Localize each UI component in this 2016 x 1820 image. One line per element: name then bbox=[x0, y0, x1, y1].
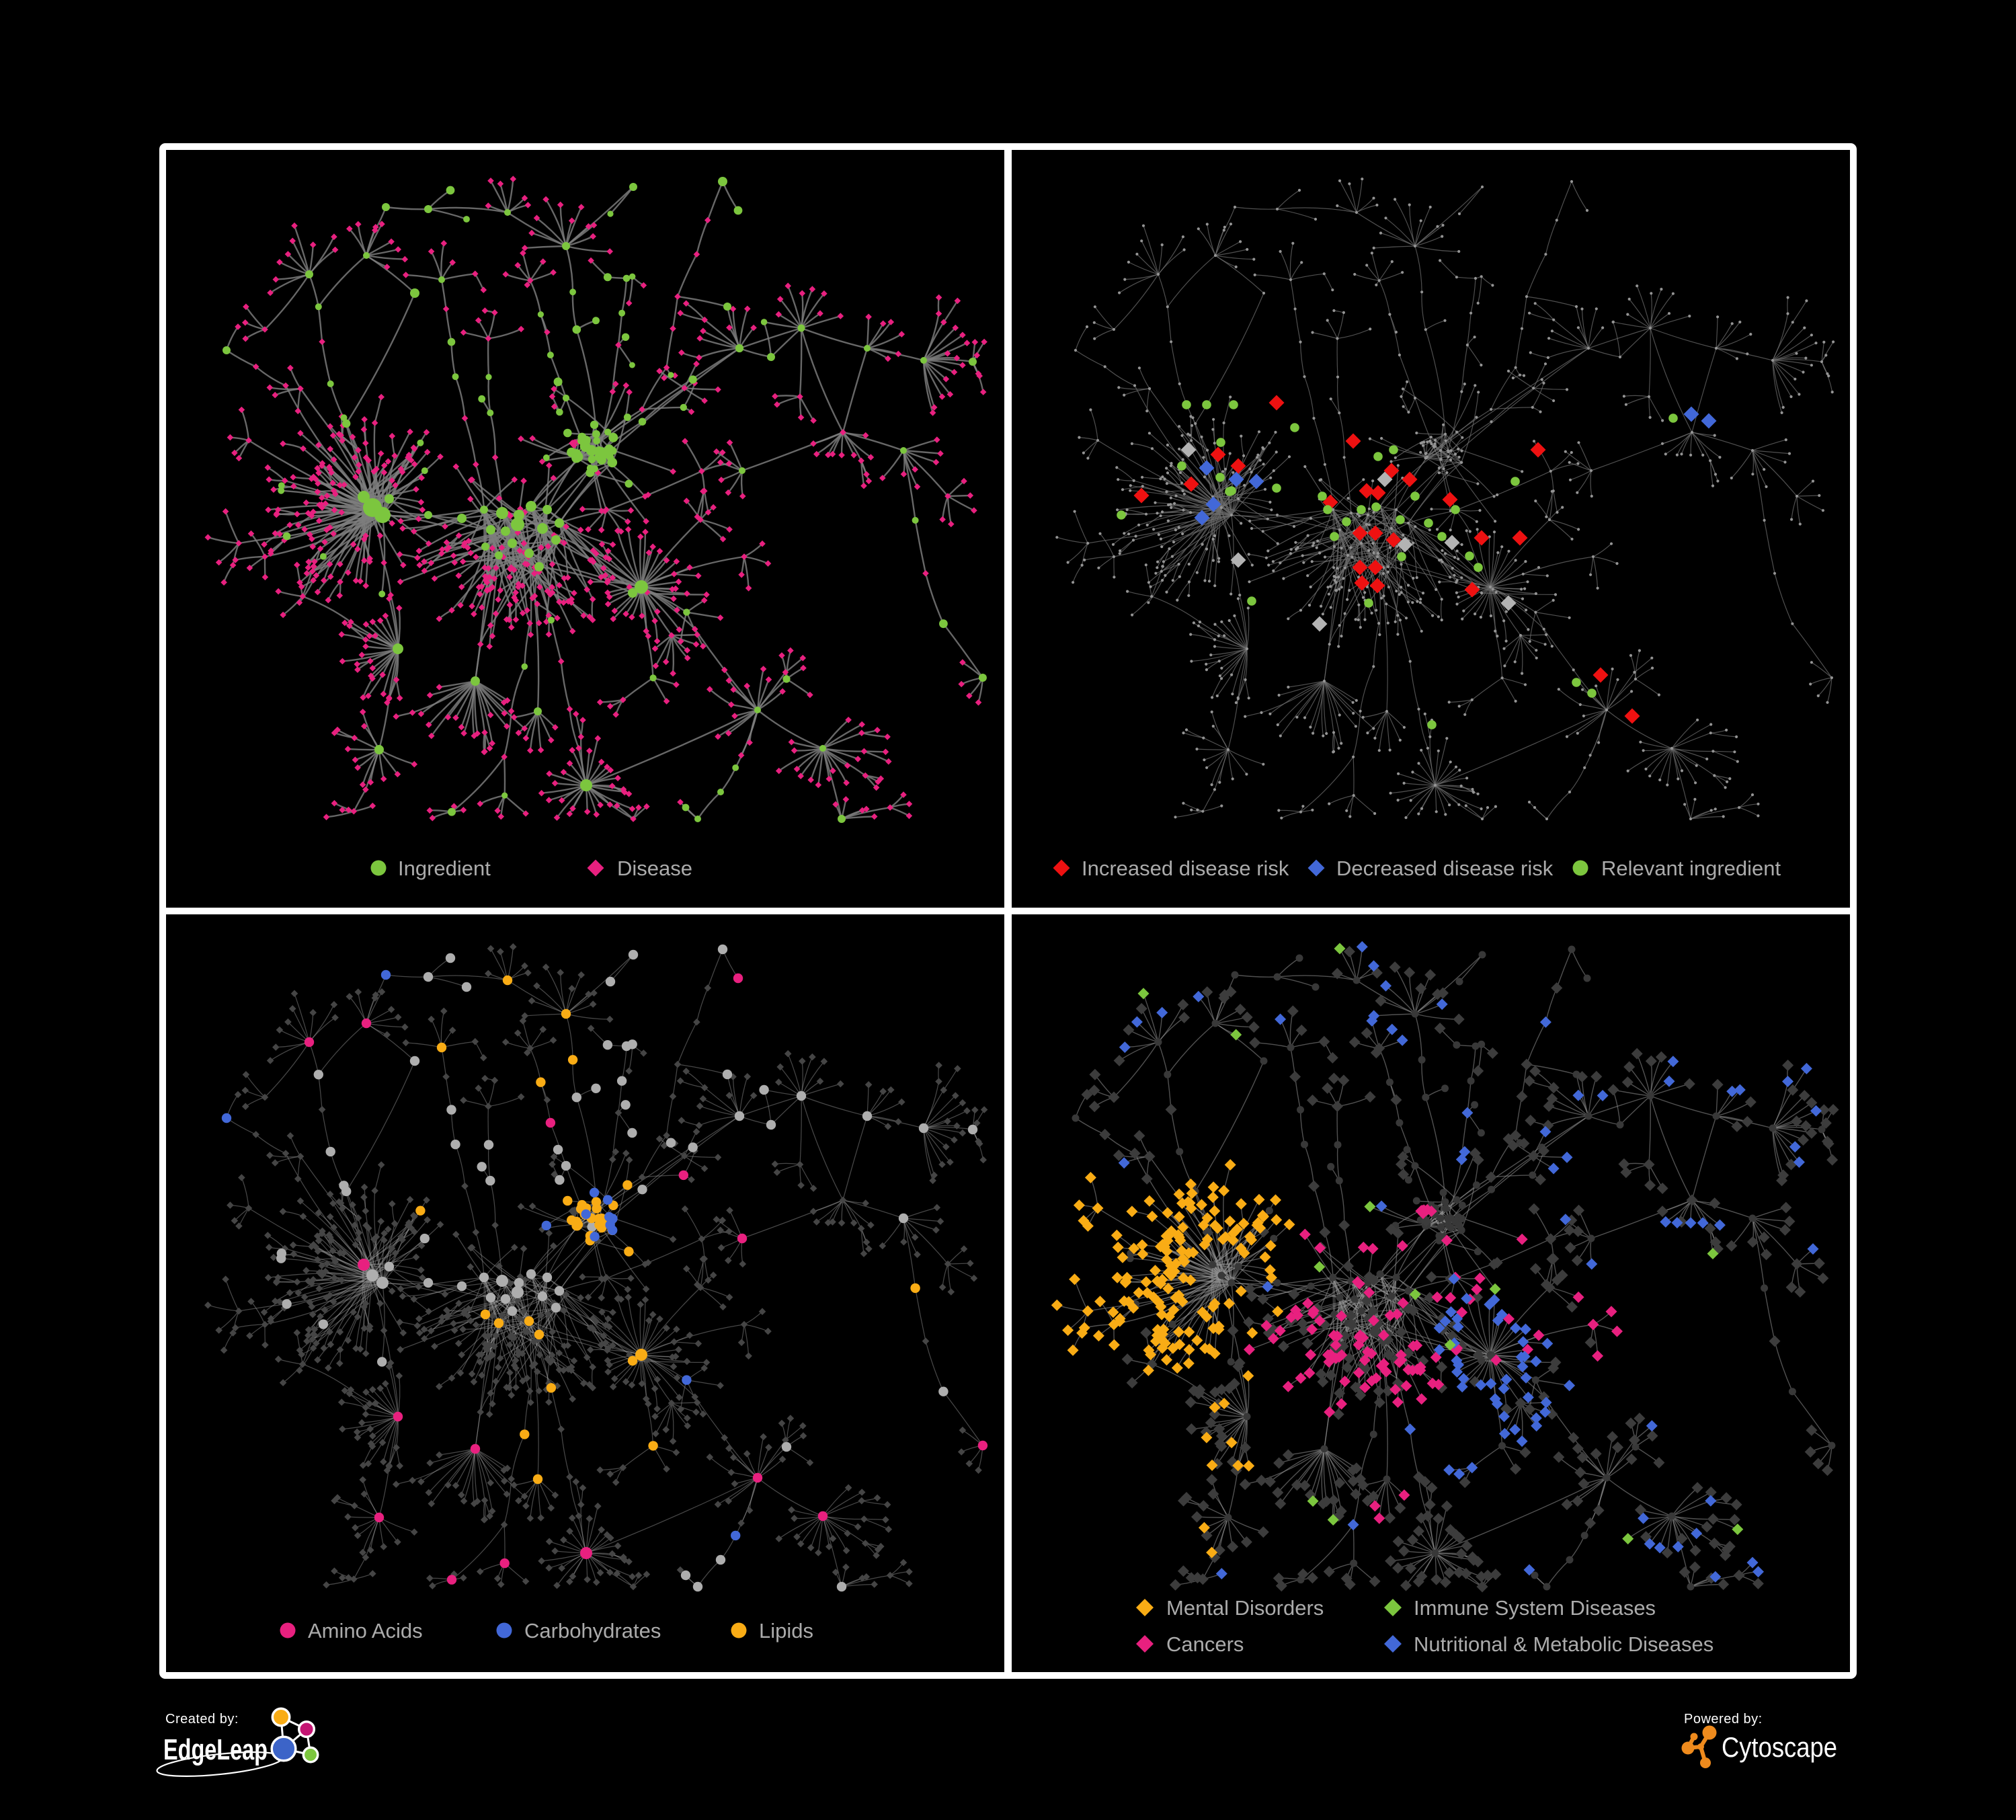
svg-text:Mental Disorders: Mental Disorders bbox=[1166, 1596, 1324, 1620]
svg-text:Disease: Disease bbox=[617, 857, 692, 880]
svg-text:Nutritional & Metabolic Diseas: Nutritional & Metabolic Diseases bbox=[1414, 1632, 1713, 1656]
svg-text:Powered by:: Powered by: bbox=[1684, 1712, 1763, 1727]
svg-text:Relevant ingredient: Relevant ingredient bbox=[1601, 857, 1781, 880]
svg-text:Increased disease risk: Increased disease risk bbox=[1082, 857, 1289, 880]
svg-text:Decreased disease risk: Decreased disease risk bbox=[1336, 857, 1554, 880]
svg-text:Immune System Diseases: Immune System Diseases bbox=[1414, 1596, 1656, 1620]
svg-text:Cancers: Cancers bbox=[1166, 1632, 1244, 1656]
svg-text:Ingredient: Ingredient bbox=[398, 857, 491, 880]
svg-text:Created by:: Created by: bbox=[165, 1712, 239, 1727]
svg-text:Cytoscape: Cytoscape bbox=[1722, 1731, 1837, 1763]
svg-text:Lipids: Lipids bbox=[759, 1619, 813, 1643]
svg-text:Amino Acids: Amino Acids bbox=[308, 1619, 423, 1643]
svg-text:Carbohydrates: Carbohydrates bbox=[524, 1619, 661, 1643]
